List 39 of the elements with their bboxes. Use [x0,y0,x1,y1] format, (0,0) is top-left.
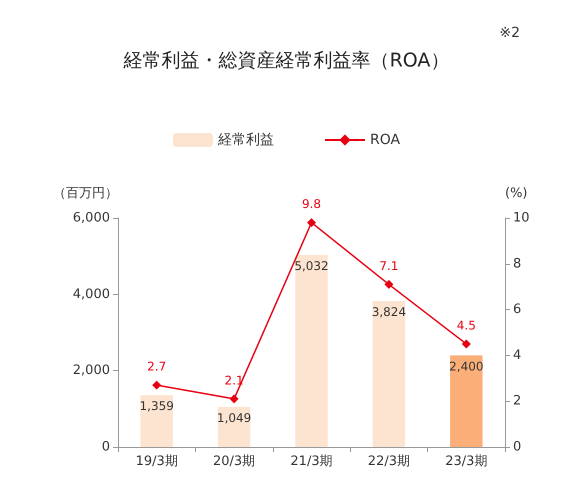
data-label: 2.7 [147,360,166,374]
x-tick-label: 21/3期 [290,454,333,469]
data-label: 4.5 [456,318,476,332]
point [307,218,316,228]
data-label: 9.8 [302,197,322,212]
text: ※2 [499,25,520,41]
y2-tick-label: 0 [513,440,522,454]
bar [295,254,328,447]
y2-tick-label: 2 [513,394,522,409]
x-tick-label: 22/3期 [368,454,410,469]
data-label: 7.1 [379,258,398,273]
point [384,280,394,289]
legend-label: 経常利益 [216,132,274,148]
y2-tick-label: 6 [513,302,522,318]
point [230,394,239,404]
point [152,380,162,390]
y-tick-label: 4,000 [72,286,110,302]
y-tick-label: 2,000 [72,363,110,378]
y-tick-label: 0 [102,440,110,454]
data-label: 3,824 [372,305,406,320]
data-label: 1,049 [216,410,252,425]
bar [450,355,483,447]
bar [218,406,250,447]
x-tick-label: 20/3期 [213,454,256,469]
y2-tick-label: 8 [513,256,522,272]
legend-label: ROA [370,132,400,148]
point [462,339,471,348]
data-label: 5,032 [294,258,329,273]
y2-tick-label: 4 [513,348,522,363]
x-tick-label: 19/3期 [136,454,178,469]
y-axis-title: （百万円） [53,186,118,201]
y-tick-label: 6,000 [72,210,110,226]
y2-tick-label: 10 [513,210,530,226]
bar [140,395,173,447]
data-label: 1,359 [140,399,174,414]
y2-axis-title: (%) [505,186,528,201]
x-tick-label: 23/3期 [445,454,488,469]
bar [372,301,406,447]
chart-title: 経常利益・総資産経常利益率（ROA） [122,50,450,72]
